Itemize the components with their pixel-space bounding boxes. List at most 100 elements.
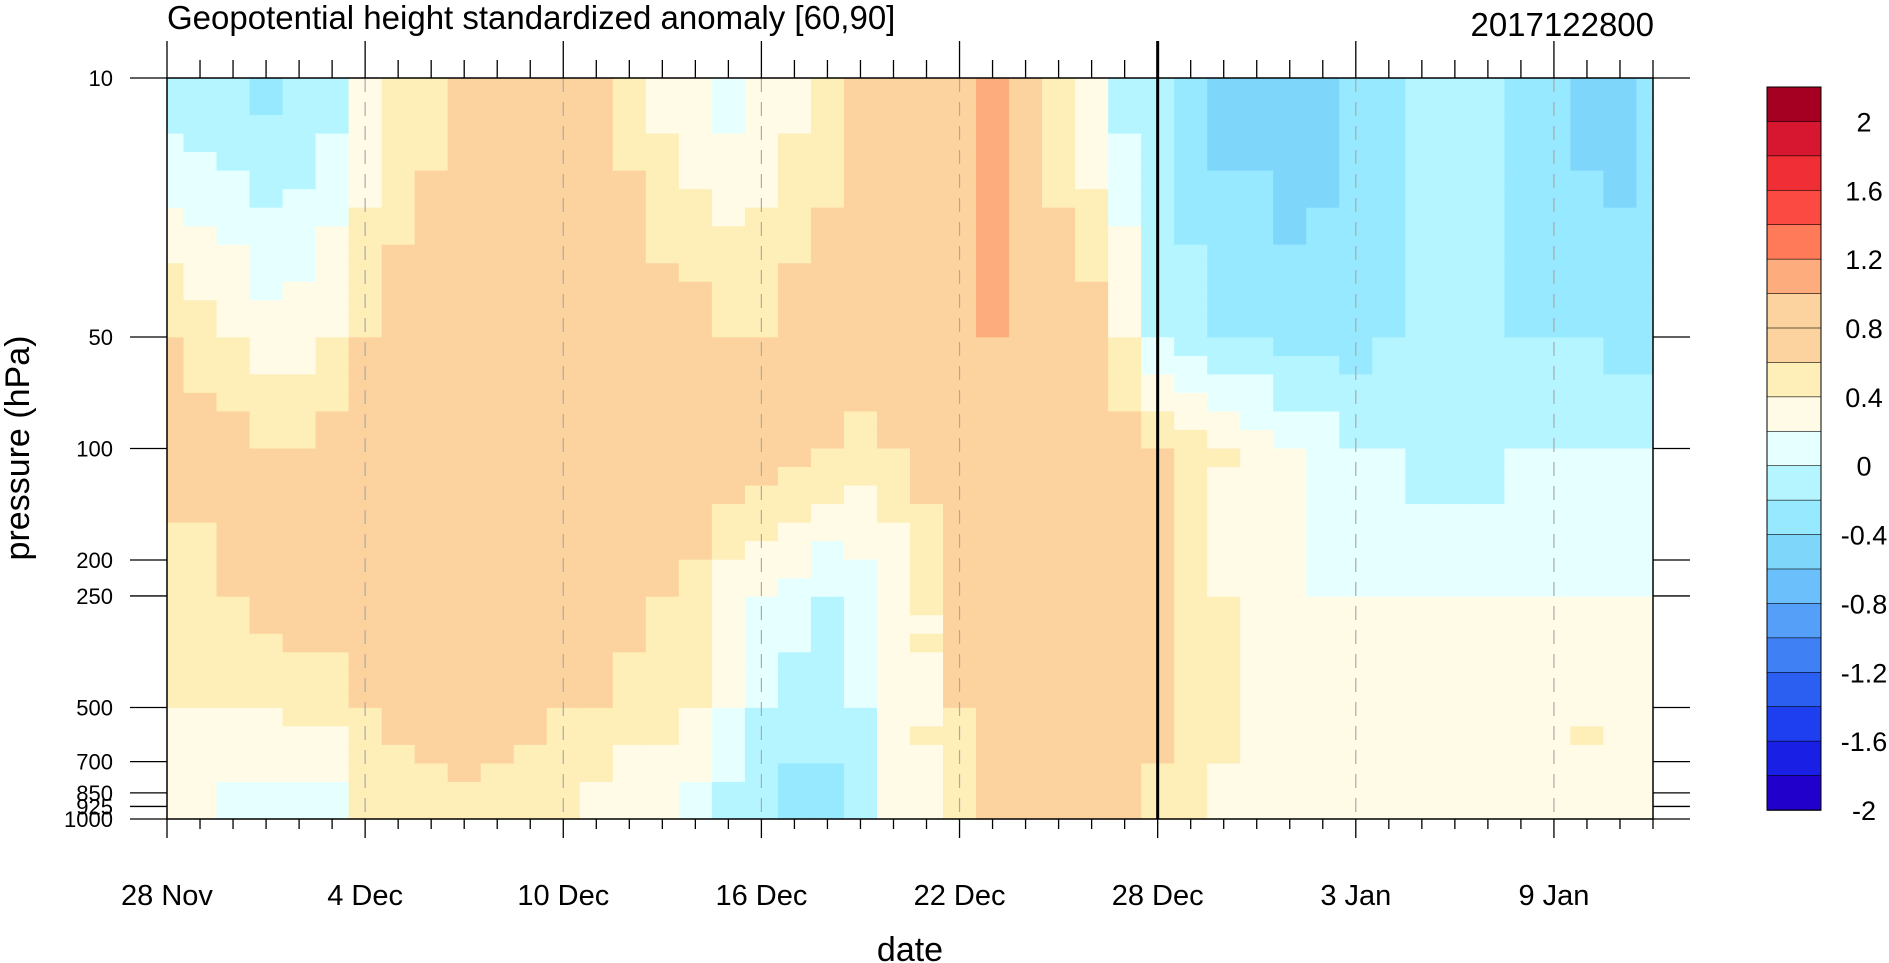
field-cell [1207, 504, 1241, 524]
field-cell [579, 467, 614, 487]
field-cell [579, 411, 614, 431]
field-cell [1603, 115, 1638, 135]
field-cell [249, 578, 284, 598]
field-cell [513, 596, 548, 616]
field-cell [711, 781, 746, 802]
field-cell [843, 744, 878, 765]
field-cell [1504, 504, 1539, 524]
field-cell [645, 244, 680, 264]
field-cell [447, 133, 482, 153]
field-cell [1306, 633, 1340, 653]
field-cell [414, 152, 449, 172]
field-cell [744, 281, 779, 301]
field-cell [876, 578, 911, 598]
field-cell [645, 115, 680, 135]
field-cell [249, 485, 284, 505]
field-cell [810, 207, 845, 227]
field-cell [645, 670, 680, 690]
field-cell [1075, 207, 1109, 227]
field-cell [645, 448, 680, 468]
field-cell [1075, 411, 1109, 431]
field-cell [1636, 800, 1654, 820]
field-cell [678, 244, 713, 264]
field-cell [1042, 318, 1076, 338]
field-cell [249, 689, 284, 709]
field-cell [1273, 226, 1307, 246]
field-cell [678, 374, 713, 394]
colorbar-swatch [1766, 121, 1822, 157]
field-cell [1570, 152, 1605, 172]
field-cell [1075, 226, 1109, 246]
field-cell [645, 781, 680, 802]
field-cell [414, 392, 449, 413]
field-cell [1471, 504, 1505, 524]
field-cell [513, 170, 548, 190]
field-cell [167, 615, 185, 635]
field-cell [678, 429, 713, 450]
field-cell [1603, 96, 1638, 116]
field-cell [1075, 763, 1109, 783]
field-cell [711, 300, 746, 320]
field-cell [1603, 652, 1638, 672]
field-cell [645, 189, 680, 209]
field-cell [1108, 670, 1142, 690]
field-cell [315, 374, 350, 394]
field-cell [1504, 281, 1539, 301]
field-cell [1405, 78, 1439, 98]
field-cell [513, 115, 548, 135]
field-cell [249, 781, 284, 802]
field-cell [216, 652, 251, 672]
field-cell [876, 615, 911, 635]
field-cell [1009, 763, 1043, 783]
field-cell [711, 115, 746, 135]
field-cell [678, 596, 713, 616]
field-cell [183, 429, 218, 450]
field-cell [282, 115, 317, 135]
field-cell [876, 244, 911, 264]
field-cell [1339, 448, 1373, 468]
field-cell [249, 374, 284, 394]
field-cell [480, 189, 515, 209]
field-cell [282, 744, 317, 765]
field-cell [1438, 355, 1472, 376]
field-cell [1504, 689, 1539, 709]
field-cell [1504, 670, 1539, 690]
field-cell [910, 429, 944, 450]
field-cell [1306, 189, 1340, 209]
field-cell [612, 78, 647, 98]
field-cell [579, 337, 614, 357]
field-cell [1372, 355, 1406, 376]
field-cell [381, 78, 416, 98]
field-cell [777, 615, 812, 635]
field-cell [579, 152, 614, 172]
field-cell [1636, 504, 1654, 524]
field-cell [546, 448, 581, 468]
field-cell [480, 559, 515, 579]
field-cell [315, 96, 350, 116]
field-cell [216, 448, 251, 468]
field-cell [348, 781, 383, 802]
field-cell [1570, 263, 1605, 283]
field-cell [1207, 689, 1241, 709]
field-cell [480, 596, 515, 616]
field-cell [678, 485, 713, 505]
field-cell [1405, 300, 1439, 320]
field-cell [1207, 263, 1241, 283]
field-cell [183, 763, 218, 783]
field-cell [1009, 263, 1043, 283]
field-cell [711, 559, 746, 579]
field-cell [1570, 596, 1605, 616]
field-cell [1108, 244, 1142, 264]
field-cell [810, 504, 845, 524]
field-cell [1438, 244, 1472, 264]
field-cell [447, 207, 482, 227]
field-cell [711, 337, 746, 357]
field-cell [1570, 78, 1605, 98]
field-cell [447, 707, 482, 727]
field-cell [1306, 78, 1340, 98]
field-cell [612, 689, 647, 709]
field-cell [447, 78, 482, 98]
field-cell [645, 226, 680, 246]
field-cell [1471, 448, 1505, 468]
field-cell [810, 96, 845, 116]
